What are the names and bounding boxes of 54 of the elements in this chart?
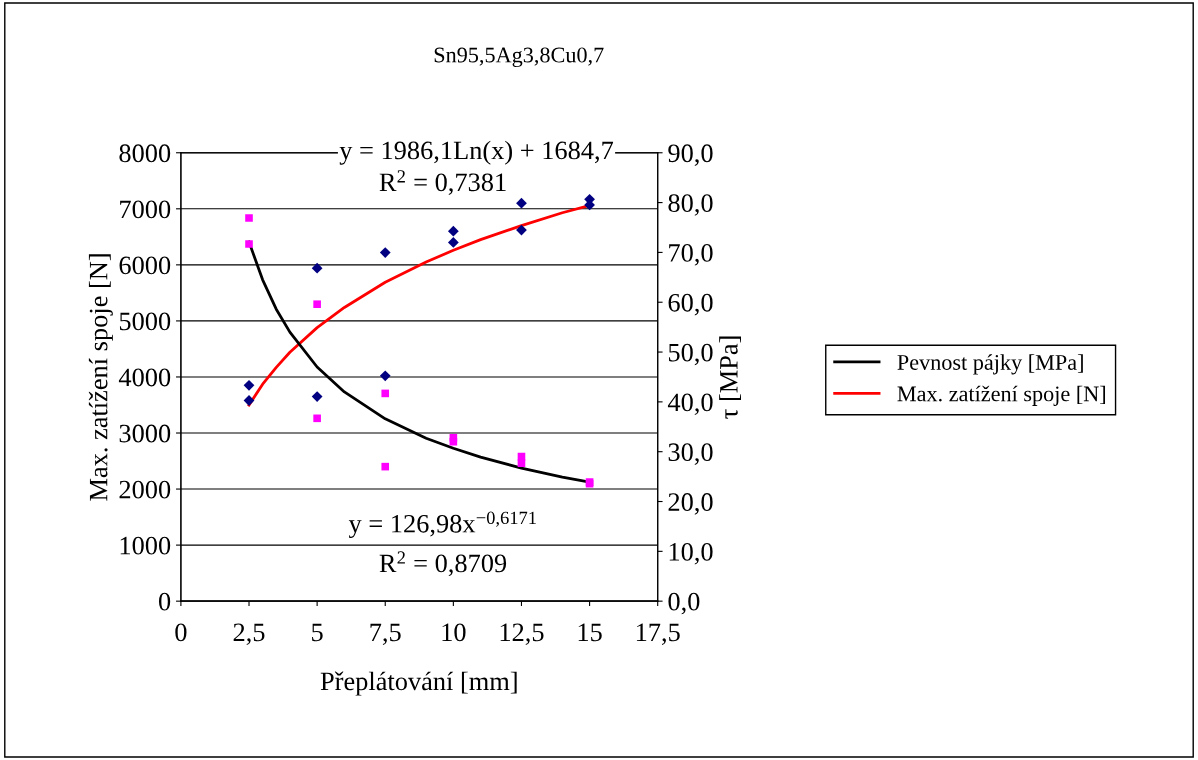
annotation: y = 1986,1Ln(x) + 1684,7: [339, 140, 614, 165]
y2-tick-label: 20,0: [668, 493, 713, 515]
x-tick-label: 15: [578, 623, 602, 642]
legend-label: Pevnost pájky [MPa]: [897, 354, 1083, 375]
y2-tick-label: 80,0: [668, 194, 713, 216]
y2-tick-label: 10,0: [669, 542, 713, 565]
point: [381, 389, 390, 398]
annotation: R$^{2}$ = 0,7381: [379, 170, 506, 195]
legend-label: Max. zatížení spoje [N]: [897, 385, 1106, 406]
x-tick-label: 2,5: [233, 623, 265, 646]
y-tick-label: 6000: [119, 256, 171, 275]
y2-tick-label: 0,0: [668, 592, 700, 615]
y2-tick-label: 60,0: [668, 293, 713, 316]
y2-tick-label: 90,0: [668, 144, 713, 166]
point: [311, 262, 323, 274]
y-tick-label: 5000: [119, 312, 171, 331]
x-tick-label: 0: [175, 623, 187, 642]
point: [447, 225, 459, 237]
x-tick-label: 10: [442, 623, 466, 642]
y2-tick-label: 40,0: [667, 393, 713, 416]
point: [379, 247, 391, 258]
y-axis-title: Max. zatížení spoje [N]: [88, 254, 113, 501]
y-tick-label: 7000: [120, 200, 171, 219]
y2-tick-label: 30,0: [668, 443, 713, 465]
x-axis-title: Přeplátování [mm]: [320, 671, 517, 696]
point: [516, 224, 527, 236]
x-tick-label: 7,5: [370, 623, 401, 646]
y-tick-label: 3000: [119, 424, 171, 443]
y-tick-label: 4000: [118, 368, 171, 387]
point: [311, 391, 323, 402]
y-tick-label: 8000: [119, 144, 171, 163]
y-tick-label: 2000: [119, 480, 171, 499]
point: [313, 300, 321, 309]
y-tick-label: 0: [158, 592, 171, 611]
point: [245, 240, 253, 248]
point: [381, 462, 390, 471]
point: [313, 414, 321, 423]
point: [243, 379, 255, 391]
point: [449, 437, 458, 446]
x-tick-label: 5: [312, 623, 323, 642]
x-tick-label: 12,5: [500, 623, 544, 646]
point: [447, 237, 459, 248]
annotation: y = 126,98x$^{−0,6171}$: [348, 511, 536, 539]
y-tick-label: 1000: [120, 536, 171, 555]
point: [245, 214, 253, 222]
x-tick-label: 17,5: [636, 623, 680, 646]
annotation: R$^{2}$ = 0,8709: [379, 551, 507, 577]
y2-tick-label: 70,0: [669, 244, 713, 266]
chart-title: Sn95,5Ag3,8Cu0,7: [434, 47, 604, 68]
point: [517, 459, 526, 467]
y2-tick-label: 50,0: [668, 343, 713, 366]
point: [516, 197, 527, 209]
point: [379, 370, 391, 382]
y2-axis-title: τ [MPa]: [719, 336, 741, 419]
